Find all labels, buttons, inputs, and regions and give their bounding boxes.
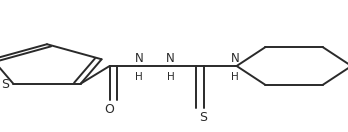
Text: H: H — [167, 72, 174, 82]
Text: S: S — [2, 78, 10, 91]
Text: N: N — [166, 52, 175, 65]
Text: N: N — [135, 52, 144, 65]
Text: O: O — [105, 103, 114, 116]
Text: S: S — [200, 111, 207, 124]
Text: H: H — [135, 72, 143, 82]
Text: H: H — [231, 72, 239, 82]
Text: N: N — [230, 52, 239, 65]
